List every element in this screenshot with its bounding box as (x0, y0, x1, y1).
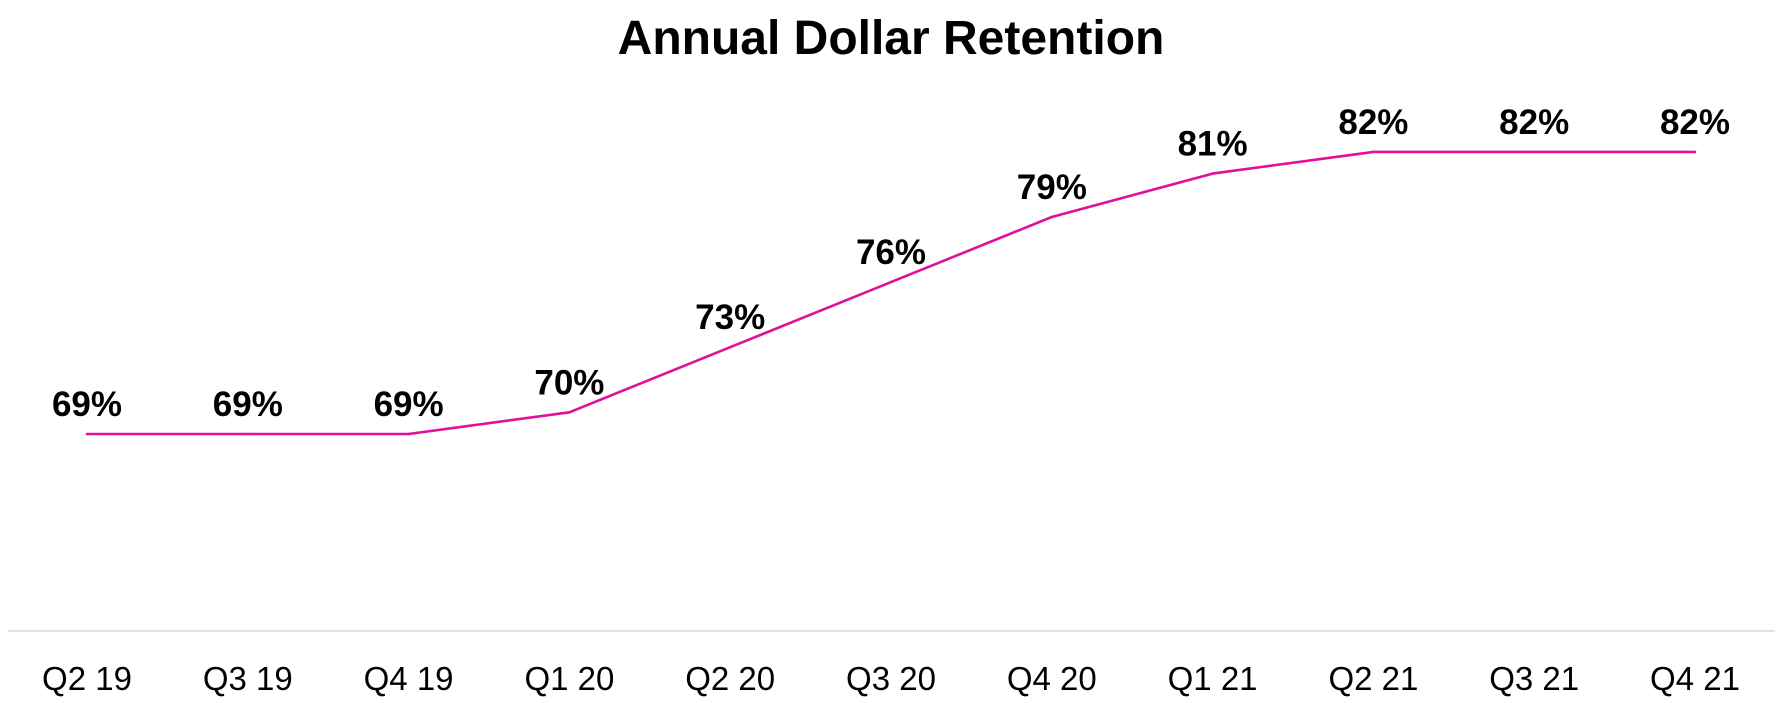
series-line-segment (728, 280, 893, 349)
data-label: 76% (856, 233, 926, 272)
chart-title: Annual Dollar Retention (618, 12, 1165, 65)
data-label-group: 69% 69% 69% 70% 73% 76% 79% 81% 82% 82% 82% (52, 103, 1730, 424)
series-line-segment (1211, 150, 1375, 175)
x-tick-label: Q2 19 (42, 660, 132, 697)
data-label: 69% (52, 385, 122, 424)
series-group (85, 150, 1697, 436)
series-line-segment (1050, 172, 1214, 219)
series-line-segment (889, 215, 1054, 284)
data-label: 79% (1017, 168, 1087, 207)
x-tick-label: Q1 20 (524, 660, 614, 697)
data-label: 69% (213, 385, 283, 424)
x-tick-label: Q4 21 (1650, 660, 1740, 697)
x-tick-label: Q1 21 (1168, 660, 1258, 697)
series-line-segment (568, 345, 732, 414)
data-label: 69% (374, 385, 444, 424)
data-label: 73% (695, 298, 765, 337)
x-tick-label-group: Q2 19 Q3 19 Q4 19 Q1 20 Q2 20 Q3 20 Q4 20 Q1 21… (42, 660, 1740, 697)
x-tick-label: Q3 21 (1489, 660, 1579, 697)
data-label: 70% (534, 363, 604, 402)
data-label: 81% (1178, 125, 1248, 164)
x-tick-label: Q4 20 (1007, 660, 1097, 697)
x-tick-label: Q3 19 (203, 660, 293, 697)
data-label: 82% (1338, 103, 1408, 142)
x-tick-label: Q2 20 (685, 660, 775, 697)
x-tick-label: Q3 20 (846, 660, 936, 697)
data-label: 82% (1660, 103, 1730, 142)
data-label: 82% (1499, 103, 1569, 142)
x-tick-label: Q2 21 (1328, 660, 1418, 697)
series-line-segment (407, 410, 571, 436)
x-tick-label: Q4 19 (364, 660, 454, 697)
